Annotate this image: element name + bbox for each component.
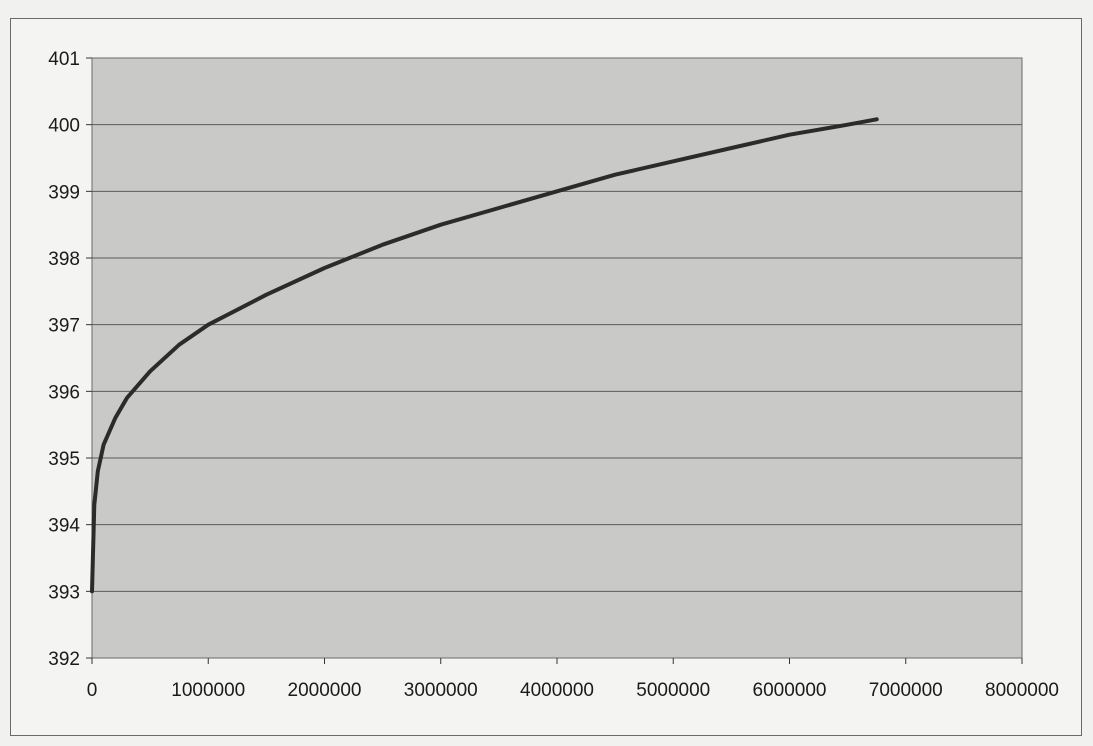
x-tick-label: 6000000 bbox=[753, 680, 827, 701]
y-tick-label: 398 bbox=[48, 249, 80, 270]
x-tick-label: 2000000 bbox=[288, 680, 362, 701]
x-tick-label: 1000000 bbox=[171, 680, 245, 701]
x-tick-label: 3000000 bbox=[404, 680, 478, 701]
x-tick-label: 0 bbox=[87, 680, 98, 701]
y-tick-label: 394 bbox=[48, 516, 80, 537]
y-tick-label: 397 bbox=[48, 316, 80, 337]
series-layer bbox=[90, 117, 879, 594]
x-tick-label: 7000000 bbox=[869, 680, 943, 701]
series-line-0 bbox=[90, 117, 879, 594]
gridlines bbox=[92, 124, 1022, 592]
y-tick-label: 400 bbox=[48, 116, 80, 137]
y-tick-label: 395 bbox=[48, 449, 80, 470]
x-tick-label: 4000000 bbox=[520, 680, 594, 701]
y-tick-label: 396 bbox=[48, 382, 80, 403]
y-tick-label: 399 bbox=[48, 182, 80, 203]
tick-labels: 392 393 394 395 396 397 398 399 400 401 0 1000000 20… bbox=[48, 49, 1059, 701]
y-tick-label: 393 bbox=[48, 582, 80, 603]
x-tick-label: 8000000 bbox=[985, 680, 1059, 701]
y-tick-label: 392 bbox=[48, 649, 80, 670]
y-tick-label: 401 bbox=[48, 49, 80, 70]
x-tick-label: 5000000 bbox=[636, 680, 710, 701]
plot-area bbox=[91, 57, 1023, 659]
axes bbox=[86, 57, 1023, 664]
